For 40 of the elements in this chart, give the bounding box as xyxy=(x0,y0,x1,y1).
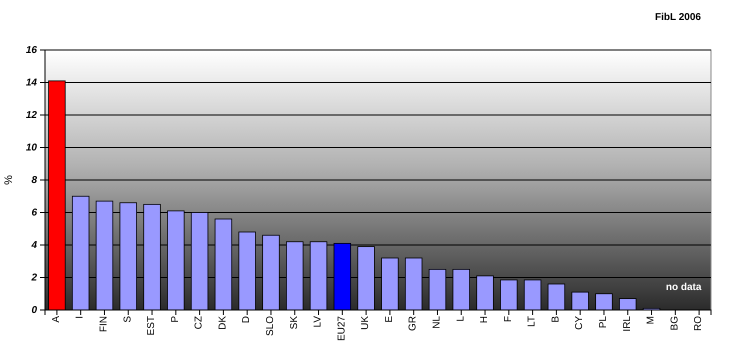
x-tick-label: CY xyxy=(574,316,586,330)
x-tick-label: SK xyxy=(288,316,300,330)
y-axis-title: % xyxy=(3,174,15,185)
y-tick-label: 2 xyxy=(30,272,38,284)
x-tick-label: LV xyxy=(312,316,324,328)
y-tick-label: 0 xyxy=(31,305,38,316)
x-tick-label: A xyxy=(50,316,62,323)
x-tick-label: GR xyxy=(408,316,419,331)
x-tick-label: LT xyxy=(526,316,538,327)
x-tick-label: E xyxy=(384,316,395,323)
x-tick-label: H xyxy=(479,316,490,324)
y-tick-label: 14 xyxy=(26,78,38,89)
x-tick-label: I xyxy=(74,316,86,319)
x-tick-label: D xyxy=(241,316,252,324)
x-tick-label: DK xyxy=(217,316,228,330)
x-tick-label: M xyxy=(646,316,657,324)
y-tick-label: 10 xyxy=(26,142,38,154)
x-tick-label: UK xyxy=(360,316,372,330)
y-tick-label: 16 xyxy=(26,45,38,56)
x-tick-label: PL xyxy=(598,316,609,328)
x-tick-label: EU27 xyxy=(336,316,348,342)
x-tick-label: CZ xyxy=(194,316,205,330)
x-tick-label: NL xyxy=(431,316,442,329)
x-tick-label: BG xyxy=(669,316,680,330)
y-tick-label: 4 xyxy=(30,240,38,252)
text: FibL 2006 xyxy=(655,12,702,23)
x-tick-label: RO xyxy=(693,316,704,331)
x-tick-label: FIN xyxy=(98,316,110,332)
x-tick-label: B xyxy=(550,316,562,323)
x-tick-label: L xyxy=(455,316,466,322)
y-tick-label: 12 xyxy=(26,110,38,122)
x-tick-label: S xyxy=(122,316,134,323)
annotation: no data xyxy=(666,282,702,293)
x-tick-label: IRL xyxy=(622,316,633,332)
y-tick-label: 6 xyxy=(31,208,38,219)
x-tick-label: F xyxy=(502,316,514,322)
x-tick-label: SLO xyxy=(264,316,276,336)
x-tick-label: EST xyxy=(146,316,158,336)
y-tick-label: 8 xyxy=(31,175,38,186)
x-tick-label: P xyxy=(170,316,181,323)
